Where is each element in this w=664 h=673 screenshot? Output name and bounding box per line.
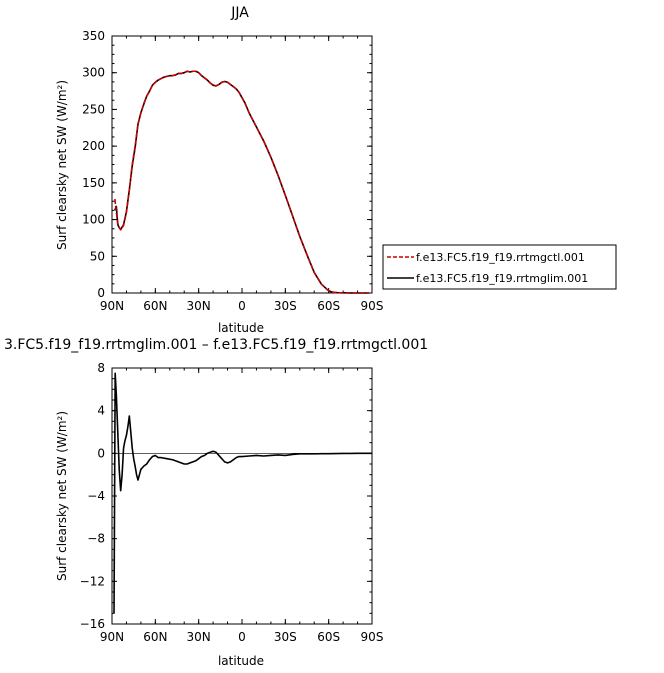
bottom-x-tick-label: 60N bbox=[143, 630, 167, 644]
top-y-tick-label: 100 bbox=[82, 213, 105, 227]
top-x-tick-label: 60S bbox=[317, 299, 340, 313]
top-x-tick-label: 30N bbox=[187, 299, 211, 313]
top-series-line-0 bbox=[114, 70, 370, 294]
bottom-y-axis-label: Surf clearsky net SW (W/m²) bbox=[55, 411, 69, 581]
top-y-tick-label: 300 bbox=[82, 66, 105, 80]
top-y-tick-label: 250 bbox=[82, 102, 105, 116]
top-x-tick-label: 60N bbox=[143, 299, 167, 313]
bottom-y-tick-label: 4 bbox=[97, 404, 105, 418]
top-x-tick-label: 0 bbox=[238, 299, 246, 313]
bottom-y-tick-label: −12 bbox=[80, 574, 105, 588]
bottom-y-tick-label: −16 bbox=[80, 617, 105, 631]
legend-box bbox=[382, 244, 617, 290]
legend-label-ctl: f.e13.FC5.f19_f19.rrtmgctl.001 bbox=[416, 251, 585, 264]
bottom-x-tick-label: 30N bbox=[187, 630, 211, 644]
bottom-chart-title: 3.FC5.f19_f19.rrtmglim.001 – f.e13.FC5.f… bbox=[4, 337, 428, 353]
bottom-series-line-0 bbox=[113, 372, 372, 614]
bottom-x-tick-label: 60S bbox=[317, 630, 340, 644]
top-panel: JJA 0 50 100 150 200 250 300 350 90N 60N 30N 0 30S 60… bbox=[55, 5, 617, 335]
top-plot-area: 0 50 100 150 200 250 300 350 90N 60N 30N 0 30S 60S 90S bbox=[82, 29, 383, 313]
legend-label-lim: f.e13.FC5.f19_f19.rrtmglim.001 bbox=[416, 272, 588, 285]
top-y-tick-label: 150 bbox=[82, 176, 105, 190]
bottom-x-tick-label: 30S bbox=[274, 630, 297, 644]
bottom-y-tick-label: 8 bbox=[97, 361, 105, 375]
top-x-axis-label: latitude bbox=[218, 321, 264, 335]
top-y-axis-label: Surf clearsky net SW (W/m²) bbox=[55, 80, 69, 250]
top-x-tick-label: 30S bbox=[274, 299, 297, 313]
bottom-x-axis-label: latitude bbox=[218, 654, 264, 668]
bottom-x-tick-label: 90S bbox=[361, 630, 384, 644]
bottom-y-tick-label: −8 bbox=[87, 532, 105, 546]
top-series-line-1 bbox=[114, 70, 370, 294]
bottom-plot-frame bbox=[111, 367, 373, 625]
bottom-x-tick-label: 90N bbox=[100, 630, 124, 644]
top-y-tick-label: 0 bbox=[97, 286, 105, 300]
legend: f.e13.FC5.f19_f19.rrtmgctl.001 f.e13.FC5… bbox=[382, 244, 617, 290]
top-plot-frame bbox=[111, 35, 373, 294]
top-y-tick-label: 50 bbox=[90, 249, 105, 263]
bottom-panel: 3.FC5.f19_f19.rrtmglim.001 – f.e13.FC5.f… bbox=[4, 337, 428, 668]
top-x-tick-label: 90N bbox=[100, 299, 124, 313]
top-x-tick-label: 90S bbox=[361, 299, 384, 313]
bottom-y-tick-label: 0 bbox=[97, 446, 105, 460]
bottom-x-tick-label: 0 bbox=[238, 630, 246, 644]
top-y-tick-label: 200 bbox=[82, 139, 105, 153]
top-chart-title: JJA bbox=[230, 5, 249, 21]
top-y-tick-label: 350 bbox=[82, 29, 105, 43]
bottom-y-tick-label: −4 bbox=[87, 489, 105, 503]
